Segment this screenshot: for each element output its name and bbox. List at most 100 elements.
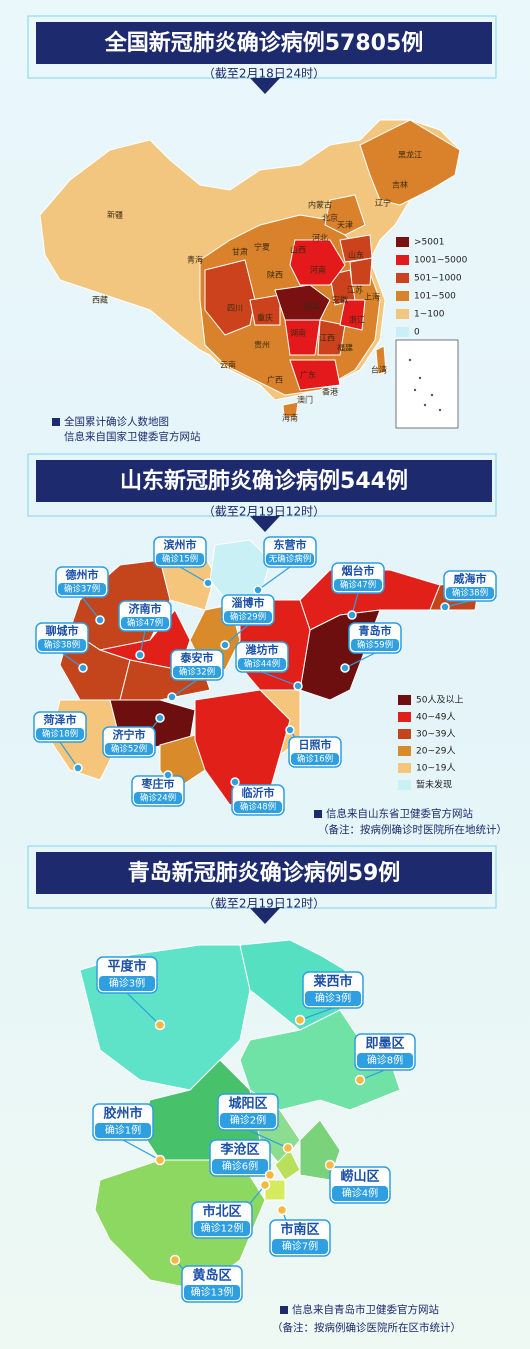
callout-band (291, 753, 339, 765)
callout-cases: 确诊52例 (111, 744, 147, 755)
callout-cases: 确诊37例 (64, 584, 100, 595)
location-dot (253, 585, 263, 595)
banner-title: 全国新冠肺炎确诊病例57805例 (104, 30, 424, 56)
province-label: 黑龙江 (398, 150, 422, 160)
province-label: 江西 (319, 334, 335, 343)
location-dot (135, 650, 145, 660)
callout-name: 泰安市 (180, 651, 214, 665)
province-label: 湖南 (290, 328, 306, 338)
note-marker (280, 1306, 288, 1314)
callout-band (234, 801, 282, 813)
callout-leader (224, 624, 249, 646)
province-label: 山西 (290, 245, 306, 255)
location-dot (169, 1254, 181, 1266)
island (418, 376, 422, 380)
region (324, 194, 366, 236)
callout-name: 滨州市 (164, 538, 197, 552)
location-dot (155, 713, 165, 723)
callout-cases: 确诊15例 (162, 554, 198, 565)
province-label: 内蒙古 (308, 200, 332, 210)
region (204, 259, 256, 336)
location-dot (294, 1014, 306, 1026)
island (423, 403, 427, 407)
legend-label: 50人及以上 (416, 695, 463, 706)
callout-band (238, 658, 286, 670)
callout-band (212, 1159, 268, 1174)
province-label: 辽宁 (375, 198, 391, 208)
callout-cases: 确诊7例 (282, 1240, 318, 1253)
note-line: 信息来自山东省卫健委官方网站 (326, 807, 473, 820)
callout-band (134, 792, 182, 804)
banner (36, 460, 492, 502)
location-dot (230, 777, 240, 787)
callout-cases: 确诊16例 (297, 754, 333, 765)
callout-name: 临沂市 (242, 786, 275, 800)
region (317, 319, 346, 356)
province-label: 宁夏 (254, 242, 270, 252)
callout-cases: 确诊18例 (42, 729, 78, 740)
legend-label: 10~19人 (416, 763, 455, 774)
region (282, 401, 299, 419)
callout-band (156, 553, 204, 565)
callout-cases: 确诊48例 (240, 802, 276, 813)
location-dot (167, 692, 177, 702)
note-line: 全国累计确诊人数地图 (64, 415, 169, 428)
callout-name: 济南市 (129, 602, 162, 616)
legend-swatch (398, 763, 411, 773)
province-label: 重庆 (257, 313, 273, 323)
island (430, 393, 434, 397)
callout-name: 黄岛区 (192, 1268, 231, 1284)
note-marker (314, 810, 322, 818)
callout-cases: 确诊1例 (105, 1124, 141, 1137)
banner-pointer (250, 516, 280, 532)
callout-name: 东营市 (274, 538, 307, 552)
callout-cases: 确诊38例 (452, 588, 488, 599)
callout-name: 德州市 (65, 568, 99, 582)
callout-leader (126, 992, 161, 1026)
callout-cases: 确诊4例 (342, 1187, 378, 1200)
legend-label: 501~1000 (414, 274, 462, 284)
callout-name: 日照市 (299, 738, 332, 752)
callout-band (36, 728, 84, 740)
legend-swatch (398, 746, 411, 756)
callout-cases: 确诊2例 (230, 1114, 266, 1127)
callout-band (58, 583, 106, 595)
province-label: 山东 (348, 250, 364, 260)
banner-title: 山东新冠肺炎确诊病例544例 (120, 468, 408, 494)
callout-cases: 确诊59例 (357, 640, 393, 651)
callout-leader (171, 679, 198, 698)
callout-band (95, 1123, 151, 1138)
callout-cases: 确诊32例 (179, 667, 215, 678)
province-label: 福建 (337, 343, 353, 353)
callout-cases: 确诊12例 (201, 1222, 244, 1235)
callout-cases: 确诊3例 (315, 992, 351, 1005)
callout-band (334, 579, 382, 591)
province-label: 广东 (300, 370, 316, 380)
callout-cases: 无确诊病例 (269, 554, 312, 565)
province-label: 浙江 (349, 315, 365, 325)
province-label: 吉林 (392, 180, 408, 190)
province-label: 江苏 (347, 285, 363, 295)
callout-band (184, 1285, 240, 1300)
legend-label: 暂未发现 (416, 779, 452, 791)
callout-cases: 确诊8例 (367, 1054, 403, 1067)
location-dot (154, 1154, 166, 1166)
province-label: 贵州 (254, 340, 270, 350)
callout-name: 潍坊市 (246, 643, 279, 657)
callout-leader (81, 596, 101, 621)
province-label: 天津 (337, 220, 353, 230)
legend-swatch (398, 712, 411, 722)
location-dot (78, 663, 88, 673)
province-label: 北京 (322, 213, 338, 223)
callout-band (38, 639, 86, 651)
callout-band (105, 743, 153, 755)
banner-title: 青岛新冠肺炎确诊病例59例 (128, 860, 401, 886)
legend-swatch (396, 255, 409, 265)
location-dot (73, 763, 83, 773)
province-label: 湖北 (304, 302, 320, 311)
location-dot (285, 725, 295, 735)
callout-cases: 确诊13例 (191, 1286, 234, 1299)
callout-leader (247, 1129, 289, 1149)
callout-name: 莱西市 (313, 974, 352, 990)
legend-swatch (398, 695, 411, 705)
